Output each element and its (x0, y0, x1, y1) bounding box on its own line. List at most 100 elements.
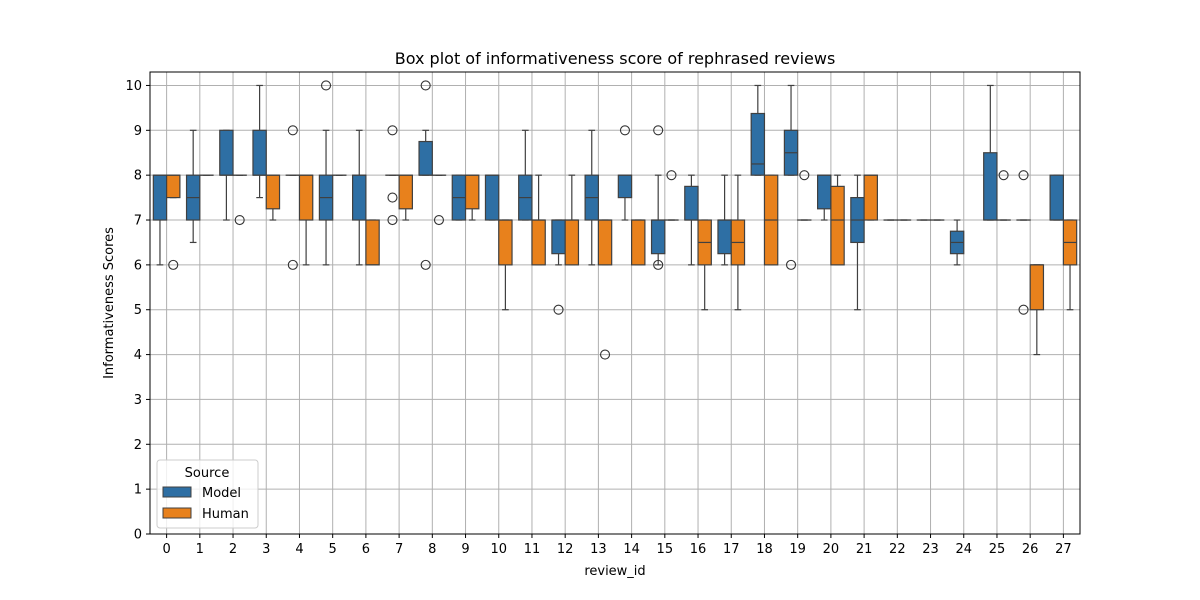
box-model-9 (451, 174, 467, 221)
outlier-point (785, 259, 797, 270)
iqr-box (352, 174, 367, 221)
box-human-25 (996, 170, 1011, 221)
y-tick-label: 8 (134, 169, 142, 184)
box-human-11 (531, 174, 546, 266)
x-tick-label: 4 (295, 542, 303, 557)
iqr-box (498, 219, 513, 266)
x-tick-label: 23 (922, 542, 939, 557)
x-tick-label: 12 (557, 542, 574, 557)
outlier-point (387, 214, 398, 226)
iqr-box (717, 219, 732, 255)
x-tick-label: 18 (756, 542, 773, 557)
x-tick-label: 24 (955, 542, 972, 557)
box-human-20 (830, 174, 845, 266)
x-tick-label: 25 (989, 542, 1006, 557)
x-tick-label: 27 (1055, 542, 1072, 557)
x-tick-label: 7 (395, 542, 403, 557)
box-model-26 (1016, 170, 1031, 315)
iqr-box (684, 185, 699, 221)
box-model-4 (285, 125, 301, 270)
outlier-point (1018, 170, 1029, 181)
box-model-25 (983, 84, 998, 221)
box-human-9 (464, 174, 480, 221)
iqr-box (830, 185, 845, 266)
box-human-19 (797, 170, 812, 221)
iqr-box (1029, 264, 1045, 311)
box-model-27 (1049, 174, 1064, 221)
legend-label-human: Human (202, 507, 249, 522)
box-human-8 (431, 174, 447, 226)
x-tick-label: 20 (823, 542, 840, 557)
iqr-box (484, 174, 500, 221)
box-model-15 (650, 125, 666, 270)
box-human-2 (232, 174, 247, 226)
box-model-3 (252, 84, 267, 199)
x-tick-label: 13 (590, 542, 607, 557)
iqr-box (551, 219, 566, 255)
y-tick-label: 7 (134, 214, 142, 229)
legend-label-model: Model (202, 486, 241, 501)
iqr-box (531, 219, 546, 266)
iqr-box (597, 219, 613, 266)
x-tick-label: 17 (723, 542, 740, 557)
box-human-6 (365, 219, 380, 266)
grid-lines (150, 72, 1080, 535)
box-human-21 (863, 174, 878, 221)
outlier-point (619, 125, 631, 136)
outlier-point (998, 170, 1009, 181)
box-model-0 (152, 174, 168, 266)
x-tick-label: 5 (329, 542, 337, 557)
iqr-box (398, 174, 413, 210)
x-tick-label: 0 (162, 542, 170, 557)
box-human-10 (498, 219, 513, 311)
outlier-point (1018, 304, 1029, 315)
iqr-box (464, 174, 480, 210)
x-tick-label: 16 (690, 542, 707, 557)
iqr-box (863, 174, 878, 221)
y-tick-label: 1 (134, 483, 142, 498)
y-tick-label: 3 (134, 393, 142, 408)
box-model-2 (219, 129, 234, 221)
legend-swatch-model (162, 486, 192, 498)
outlier-point (234, 214, 245, 226)
x-tick-label: 1 (196, 542, 204, 557)
outlier-point (553, 304, 564, 315)
box-model-17 (717, 174, 732, 266)
x-tick-label: 3 (262, 542, 270, 557)
box-human-17 (730, 174, 746, 311)
iqr-box (166, 174, 181, 199)
x-tick-label: 2 (229, 542, 237, 557)
box-human-14 (631, 219, 646, 266)
iqr-box (631, 219, 646, 266)
iqr-box (298, 174, 314, 221)
iqr-box (418, 140, 433, 176)
outlier-point (168, 259, 179, 270)
box-model-11 (518, 129, 533, 221)
iqr-box (817, 174, 832, 210)
outlier-point (287, 259, 298, 270)
iqr-box (750, 112, 766, 176)
iqr-box (219, 129, 234, 176)
box-model-8 (418, 80, 433, 270)
x-tick-label: 22 (889, 542, 906, 557)
box-human-13 (597, 219, 613, 360)
x-tick-label: 14 (623, 542, 640, 557)
box-model-16 (684, 174, 699, 266)
y-tick-label: 10 (125, 79, 142, 94)
outlier-point (653, 259, 664, 270)
box-model-7 (385, 125, 400, 226)
box-model-18 (750, 84, 766, 176)
x-tick-label: 21 (856, 542, 873, 557)
iqr-box (650, 219, 666, 255)
box-model-1 (185, 129, 201, 244)
box-model-19 (783, 84, 799, 270)
box-human-27 (1062, 219, 1078, 311)
x-tick-label: 26 (1022, 542, 1039, 557)
iqr-box (617, 174, 633, 199)
legend: Source Model Human (156, 459, 259, 529)
outlier-point (599, 349, 611, 360)
x-tick-label: 8 (428, 542, 436, 557)
y-tick-label: 0 (134, 528, 142, 543)
x-tick-label: 10 (490, 542, 507, 557)
